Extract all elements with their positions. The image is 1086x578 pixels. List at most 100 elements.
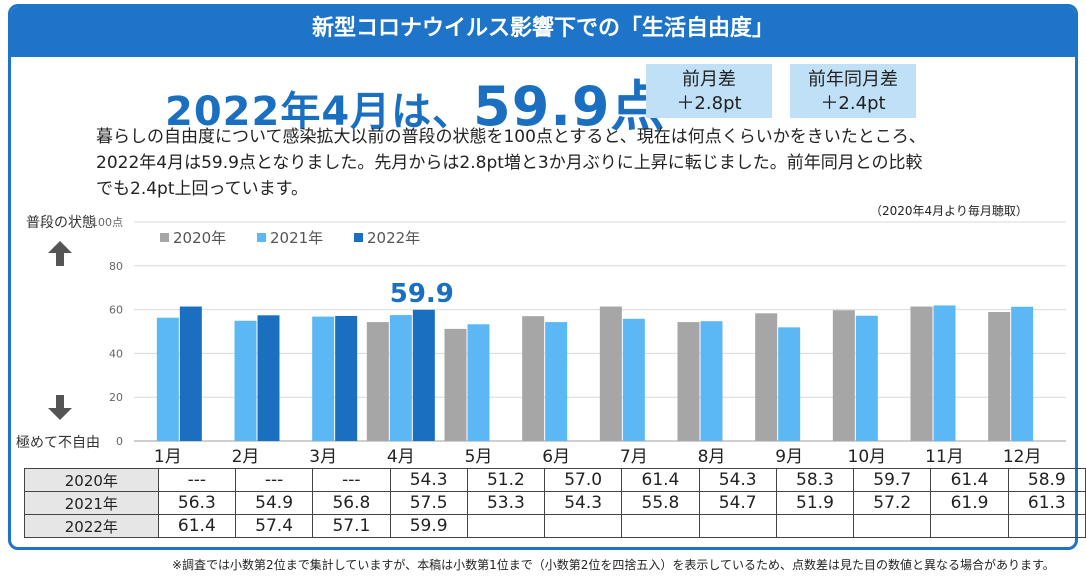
table-cell: 56.8 bbox=[312, 491, 391, 515]
table-cell: 58.3 bbox=[775, 468, 855, 492]
y-tick-label: 20 bbox=[109, 391, 123, 404]
table-cell: 54.3 bbox=[389, 468, 468, 492]
x-tick-label: 5月 bbox=[465, 447, 493, 467]
bar-2022年-1月 bbox=[179, 306, 202, 441]
table-row: 2020年 --- --- --- 54.3 51.2 57.0 61.4 54.3 58.3 59… bbox=[24, 468, 1086, 492]
bar-2021年-11月 bbox=[933, 305, 956, 441]
bar-2021年-5月 bbox=[467, 324, 490, 441]
table-row-header: 2021年 bbox=[24, 491, 159, 515]
bar-2021年-4月 bbox=[389, 315, 412, 441]
survey-note: （2020年4月より毎月聴取） bbox=[870, 204, 1028, 218]
bar-2020年-6月 bbox=[522, 316, 545, 441]
x-tick-label: 3月 bbox=[309, 447, 337, 467]
x-tick-label: 10月 bbox=[848, 447, 887, 467]
table-cell: 57.0 bbox=[544, 468, 623, 492]
x-tick-label: 1月 bbox=[154, 447, 182, 467]
legend: 2020年 2021年 2022年 bbox=[160, 229, 420, 247]
bar-2021年-2月 bbox=[234, 320, 257, 441]
x-tick-label: 11月 bbox=[925, 447, 964, 467]
bar-2020年-5月 bbox=[444, 328, 467, 441]
bar-2020年-9月 bbox=[755, 313, 778, 441]
footnote: ※調査では小数第2位まで集計していますが、本稿は小数第1位まで（小数第2位を四捨… bbox=[172, 558, 1055, 572]
month-diff-box: 前月差 ＋2.8pt bbox=[646, 64, 772, 118]
table-cell bbox=[698, 514, 777, 538]
table-cell: 58.9 bbox=[1007, 468, 1086, 492]
table-cell: 57.2 bbox=[853, 491, 932, 515]
bar-2021年-1月 bbox=[156, 317, 179, 441]
table-cell: 61.4 bbox=[621, 468, 700, 492]
headline-prefix: 2022年4月は、 bbox=[165, 89, 474, 135]
year-diff-box: 前年同月差 ＋2.4pt bbox=[790, 64, 916, 118]
description-line: 2022年4月は59.9点となりました。先月からは2.8pt増と3か月ぶりに上昇… bbox=[96, 153, 923, 173]
bar-2022年-2月 bbox=[257, 315, 280, 441]
x-tick-label: 4月 bbox=[387, 447, 415, 467]
bar-2021年-3月 bbox=[312, 316, 335, 441]
bar-2021年-10月 bbox=[855, 315, 878, 441]
x-tick-label: 6月 bbox=[542, 447, 570, 467]
headline-value: 59.9点 bbox=[473, 75, 666, 138]
legend-swatch bbox=[160, 233, 169, 242]
x-tick-label: 2月 bbox=[232, 447, 260, 467]
table-cell bbox=[1007, 514, 1086, 538]
table-cell: 61.4 bbox=[157, 514, 236, 538]
bar-2022年-4月 bbox=[412, 309, 435, 441]
down-arrow-icon bbox=[48, 395, 72, 420]
x-tick-label: 9月 bbox=[775, 447, 803, 467]
table-cell: 59.9 bbox=[389, 514, 468, 538]
table-cell bbox=[930, 514, 1009, 538]
legend-label: 2021年 bbox=[270, 229, 323, 247]
data-table: 2020年 --- --- --- 54.3 51.2 57.0 61.4 54.3 58.3 59… bbox=[24, 468, 1086, 538]
table-cell bbox=[775, 514, 855, 538]
table-cell: 57.4 bbox=[234, 514, 314, 538]
bar-2020年-7月 bbox=[599, 306, 622, 441]
table-cell: 51.2 bbox=[466, 468, 546, 492]
y-tick-label: 0 bbox=[116, 435, 123, 448]
table-cell: 53.3 bbox=[466, 491, 546, 515]
table-row-header: 2022年 bbox=[24, 514, 159, 538]
table-cell: 56.3 bbox=[157, 491, 236, 515]
y-top-label: 普段の状態 bbox=[26, 215, 96, 231]
description-line: 暮らしの自由度について感染拡大以前の普段の状態を100点とすると、現在は何点くら… bbox=[96, 127, 926, 147]
y-tick-label: 100点 bbox=[91, 216, 123, 229]
table-cell: 54.3 bbox=[698, 468, 777, 492]
table-cell: --- bbox=[312, 468, 391, 492]
y-tick-label: 40 bbox=[109, 347, 123, 360]
x-tick-label: 7月 bbox=[620, 447, 648, 467]
x-tick-label: 8月 bbox=[698, 447, 726, 467]
month-diff-value: ＋2.8pt bbox=[676, 93, 742, 114]
table-cell bbox=[544, 514, 623, 538]
highlight-label: 59.9 bbox=[390, 279, 454, 309]
table-cell: 54.9 bbox=[234, 491, 314, 515]
year-diff-value: ＋2.4pt bbox=[820, 93, 886, 114]
bar-2021年-8月 bbox=[700, 321, 723, 441]
y-tick-label: 80 bbox=[109, 260, 123, 273]
table-cell: 61.9 bbox=[930, 491, 1009, 515]
bar-2021年-12月 bbox=[1011, 306, 1034, 441]
legend-swatch bbox=[257, 233, 266, 242]
bar-2020年-10月 bbox=[832, 310, 855, 441]
bar-chart: 0 20 40 60 80 100点 1月 2月 3月 4月 5月 6月 7月 8月 9月 10月 11月 12… bbox=[48, 216, 1066, 467]
table-row: 2021年 56.3 54.9 56.8 57.5 53.3 54.3 55.8 54.7 51.… bbox=[24, 491, 1086, 515]
table-cell: 57.1 bbox=[312, 514, 391, 538]
table-cell bbox=[466, 514, 546, 538]
table-row-header: 2020年 bbox=[24, 468, 159, 492]
y-bottom-label: 極めて不自由 bbox=[16, 435, 100, 451]
description-line: でも2.4pt上回っています。 bbox=[96, 179, 308, 199]
bar-2021年-7月 bbox=[622, 318, 645, 441]
headline: 2022年4月は、59.9点 bbox=[165, 62, 665, 141]
legend-label: 2020年 bbox=[173, 229, 226, 247]
year-diff-label: 前年同月差 bbox=[808, 69, 898, 90]
bar-2021年-9月 bbox=[778, 327, 801, 441]
bar-2020年-8月 bbox=[677, 322, 700, 441]
y-tick-labels: 0 20 40 60 80 100点 bbox=[91, 216, 123, 448]
table-cell bbox=[853, 514, 932, 538]
table-cell bbox=[621, 514, 700, 538]
table-cell: --- bbox=[234, 468, 314, 492]
table-cell: 61.3 bbox=[1007, 491, 1086, 515]
bar-2020年-12月 bbox=[988, 312, 1011, 441]
legend-label: 2022年 bbox=[367, 229, 420, 247]
banner-title: 新型コロナウイルス影響下での「生活自由度」 bbox=[11, 7, 1075, 57]
bar-2020年-4月 bbox=[366, 322, 389, 441]
description: 暮らしの自由度について感染拡大以前の普段の状態を100点とすると、現在は何点くら… bbox=[96, 124, 1026, 202]
bar-2020年-11月 bbox=[910, 306, 933, 441]
